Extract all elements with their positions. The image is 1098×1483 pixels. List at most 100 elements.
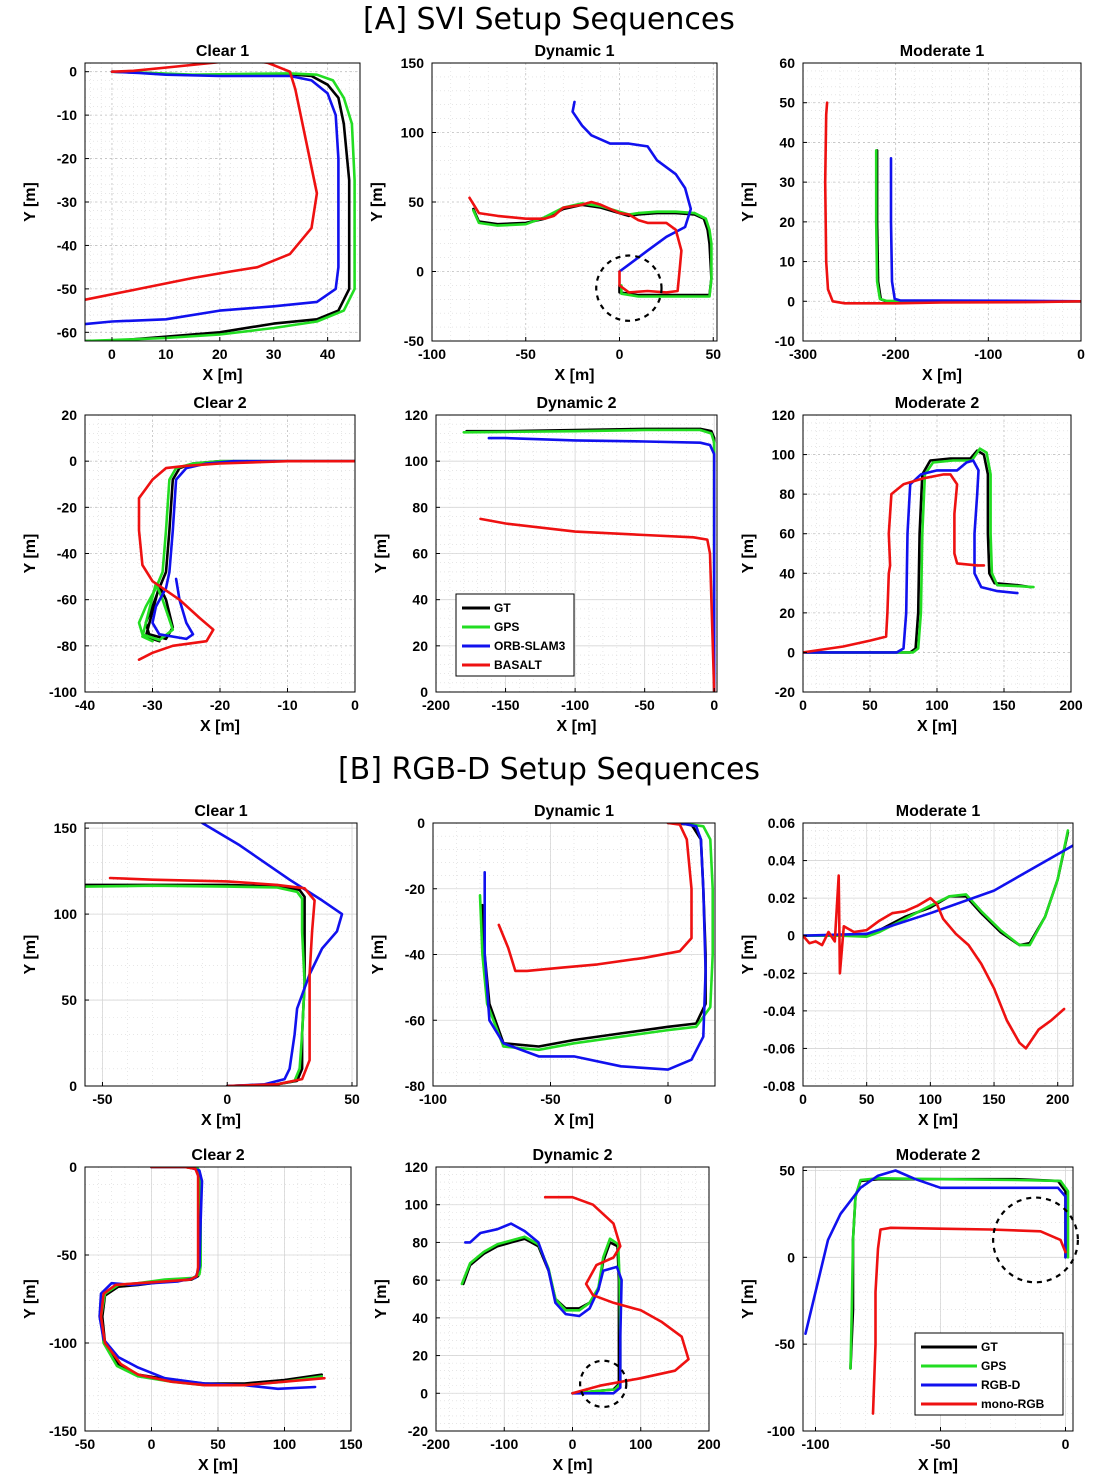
x-axis-label: X [m] (918, 1457, 958, 1474)
y-tick-label: 0 (69, 453, 77, 469)
x-tick-label: -100 (561, 697, 589, 713)
subplot-title: Moderate 2 (895, 395, 980, 412)
y-tick-label: 20 (779, 605, 795, 621)
subplot-title: Dynamic 1 (534, 43, 614, 60)
y-axis-label: Y [m] (22, 935, 39, 975)
y-axis-label: Y [m] (369, 182, 386, 222)
y-tick-label: 120 (405, 1159, 429, 1175)
y-tick-label: -100 (49, 684, 77, 700)
y-tick-label: -40 (405, 947, 425, 963)
legend-label: GPS (494, 620, 519, 634)
y-tick-label: 80 (412, 499, 428, 515)
series-line-basalt (137, 459, 355, 661)
series-group (98, 1167, 326, 1391)
y-tick-label: -100 (767, 1423, 795, 1439)
plot-frame (802, 822, 1074, 1087)
series-line-basalt (497, 823, 693, 973)
series-group (137, 459, 355, 661)
legend-label: RGB-D (981, 1378, 1021, 1392)
y-tick-label: 80 (412, 1234, 428, 1250)
x-tick-label: 0 (710, 697, 718, 713)
x-tick-label: -200 (422, 697, 450, 713)
series-line-gps (478, 823, 714, 1052)
x-axis-label: X [m] (918, 1112, 958, 1129)
y-tick-label: -60 (57, 592, 77, 608)
x-tick-label: 40 (320, 346, 336, 362)
x-tick-label: -20 (210, 697, 230, 713)
y-axis-label: Y [m] (740, 1279, 757, 1319)
y-tick-label: 0 (416, 264, 424, 280)
series-line-gt (803, 449, 1033, 654)
x-tick-label: -50 (635, 697, 655, 713)
series-line-orb-slam3 (571, 100, 693, 273)
y-tick-label: 80 (779, 486, 795, 502)
y-tick-label: -30 (57, 194, 77, 210)
series-line-basalt (108, 876, 316, 1086)
x-axis-label: X [m] (917, 718, 957, 735)
series-line-gps (803, 829, 1070, 947)
subplot-title: Clear 2 (191, 1147, 244, 1164)
plot-frame (802, 1166, 1074, 1432)
y-tick-label: 50 (61, 992, 77, 1008)
y-tick-label: 100 (401, 125, 425, 141)
x-tick-label: -150 (492, 697, 520, 713)
y-tick-label: -60 (405, 1012, 425, 1028)
series-line-orb-slam3 (483, 823, 707, 1071)
y-axis-label: Y [m] (740, 534, 757, 574)
y-tick-label: 60 (779, 55, 795, 71)
subplot-title: Dynamic 1 (534, 803, 614, 820)
series-line-basalt (823, 101, 1081, 305)
subplot-title: Clear 2 (193, 395, 246, 412)
plot-background (803, 823, 1073, 1086)
x-tick-label: -50 (516, 346, 536, 362)
y-tick-label: -40 (57, 237, 77, 253)
y-tick-label: -100 (49, 1335, 77, 1351)
y-tick-label: -50 (57, 1247, 77, 1263)
y-tick-label: -0.08 (763, 1078, 795, 1094)
y-tick-label: -20 (57, 151, 77, 167)
x-tick-label: 0 (616, 346, 624, 362)
x-tick-label: -30 (142, 697, 162, 713)
y-tick-label: 60 (779, 526, 795, 542)
highlight-circle (595, 254, 663, 322)
y-tick-label: -60 (57, 324, 77, 340)
x-tick-label: 10 (158, 346, 174, 362)
subplot-title: Clear 1 (196, 43, 249, 60)
series-group (85, 63, 356, 341)
x-tick-label: 0 (223, 1091, 231, 1107)
subplot-10: -200 -100 0 100 200-20020406080100120Dynamic… (373, 1147, 721, 1474)
y-tick-label: 0.04 (768, 853, 795, 869)
x-axis-label: X [m] (922, 367, 962, 384)
y-tick-label: 0 (69, 64, 77, 80)
series-group (803, 829, 1073, 1050)
y-tick-label: 0 (69, 1159, 77, 1175)
y-tick-label: 120 (405, 407, 429, 423)
x-tick-label: 200 (1046, 1091, 1070, 1107)
y-tick-label: 50 (779, 95, 795, 111)
x-tick-label: 0 (664, 1091, 672, 1107)
series-line-basalt (468, 196, 683, 294)
legend-label: BASALT (494, 658, 542, 672)
y-tick-label: 0 (420, 1385, 428, 1401)
x-tick-label: -100 (801, 1436, 829, 1452)
x-tick-label: -300 (789, 346, 817, 362)
y-tick-label: 40 (412, 592, 428, 608)
series-group (803, 447, 1035, 654)
y-tick-label: -0.06 (763, 1040, 795, 1056)
plot-background (803, 63, 1081, 341)
series-line-orb-slam3 (85, 70, 340, 326)
x-axis-label: X [m] (201, 1112, 241, 1129)
x-tick-label: 100 (925, 697, 949, 713)
x-tick-label: -100 (418, 346, 446, 362)
y-tick-label: 10 (779, 254, 795, 270)
y-tick-label: 50 (779, 1162, 795, 1178)
y-tick-label: 60 (412, 546, 428, 562)
x-tick-label: 50 (859, 1091, 875, 1107)
x-axis-label: X [m] (200, 718, 240, 735)
x-tick-label: 50 (344, 1091, 360, 1107)
x-tick-label: 0 (799, 1091, 807, 1107)
x-axis-label: X [m] (198, 1457, 238, 1474)
